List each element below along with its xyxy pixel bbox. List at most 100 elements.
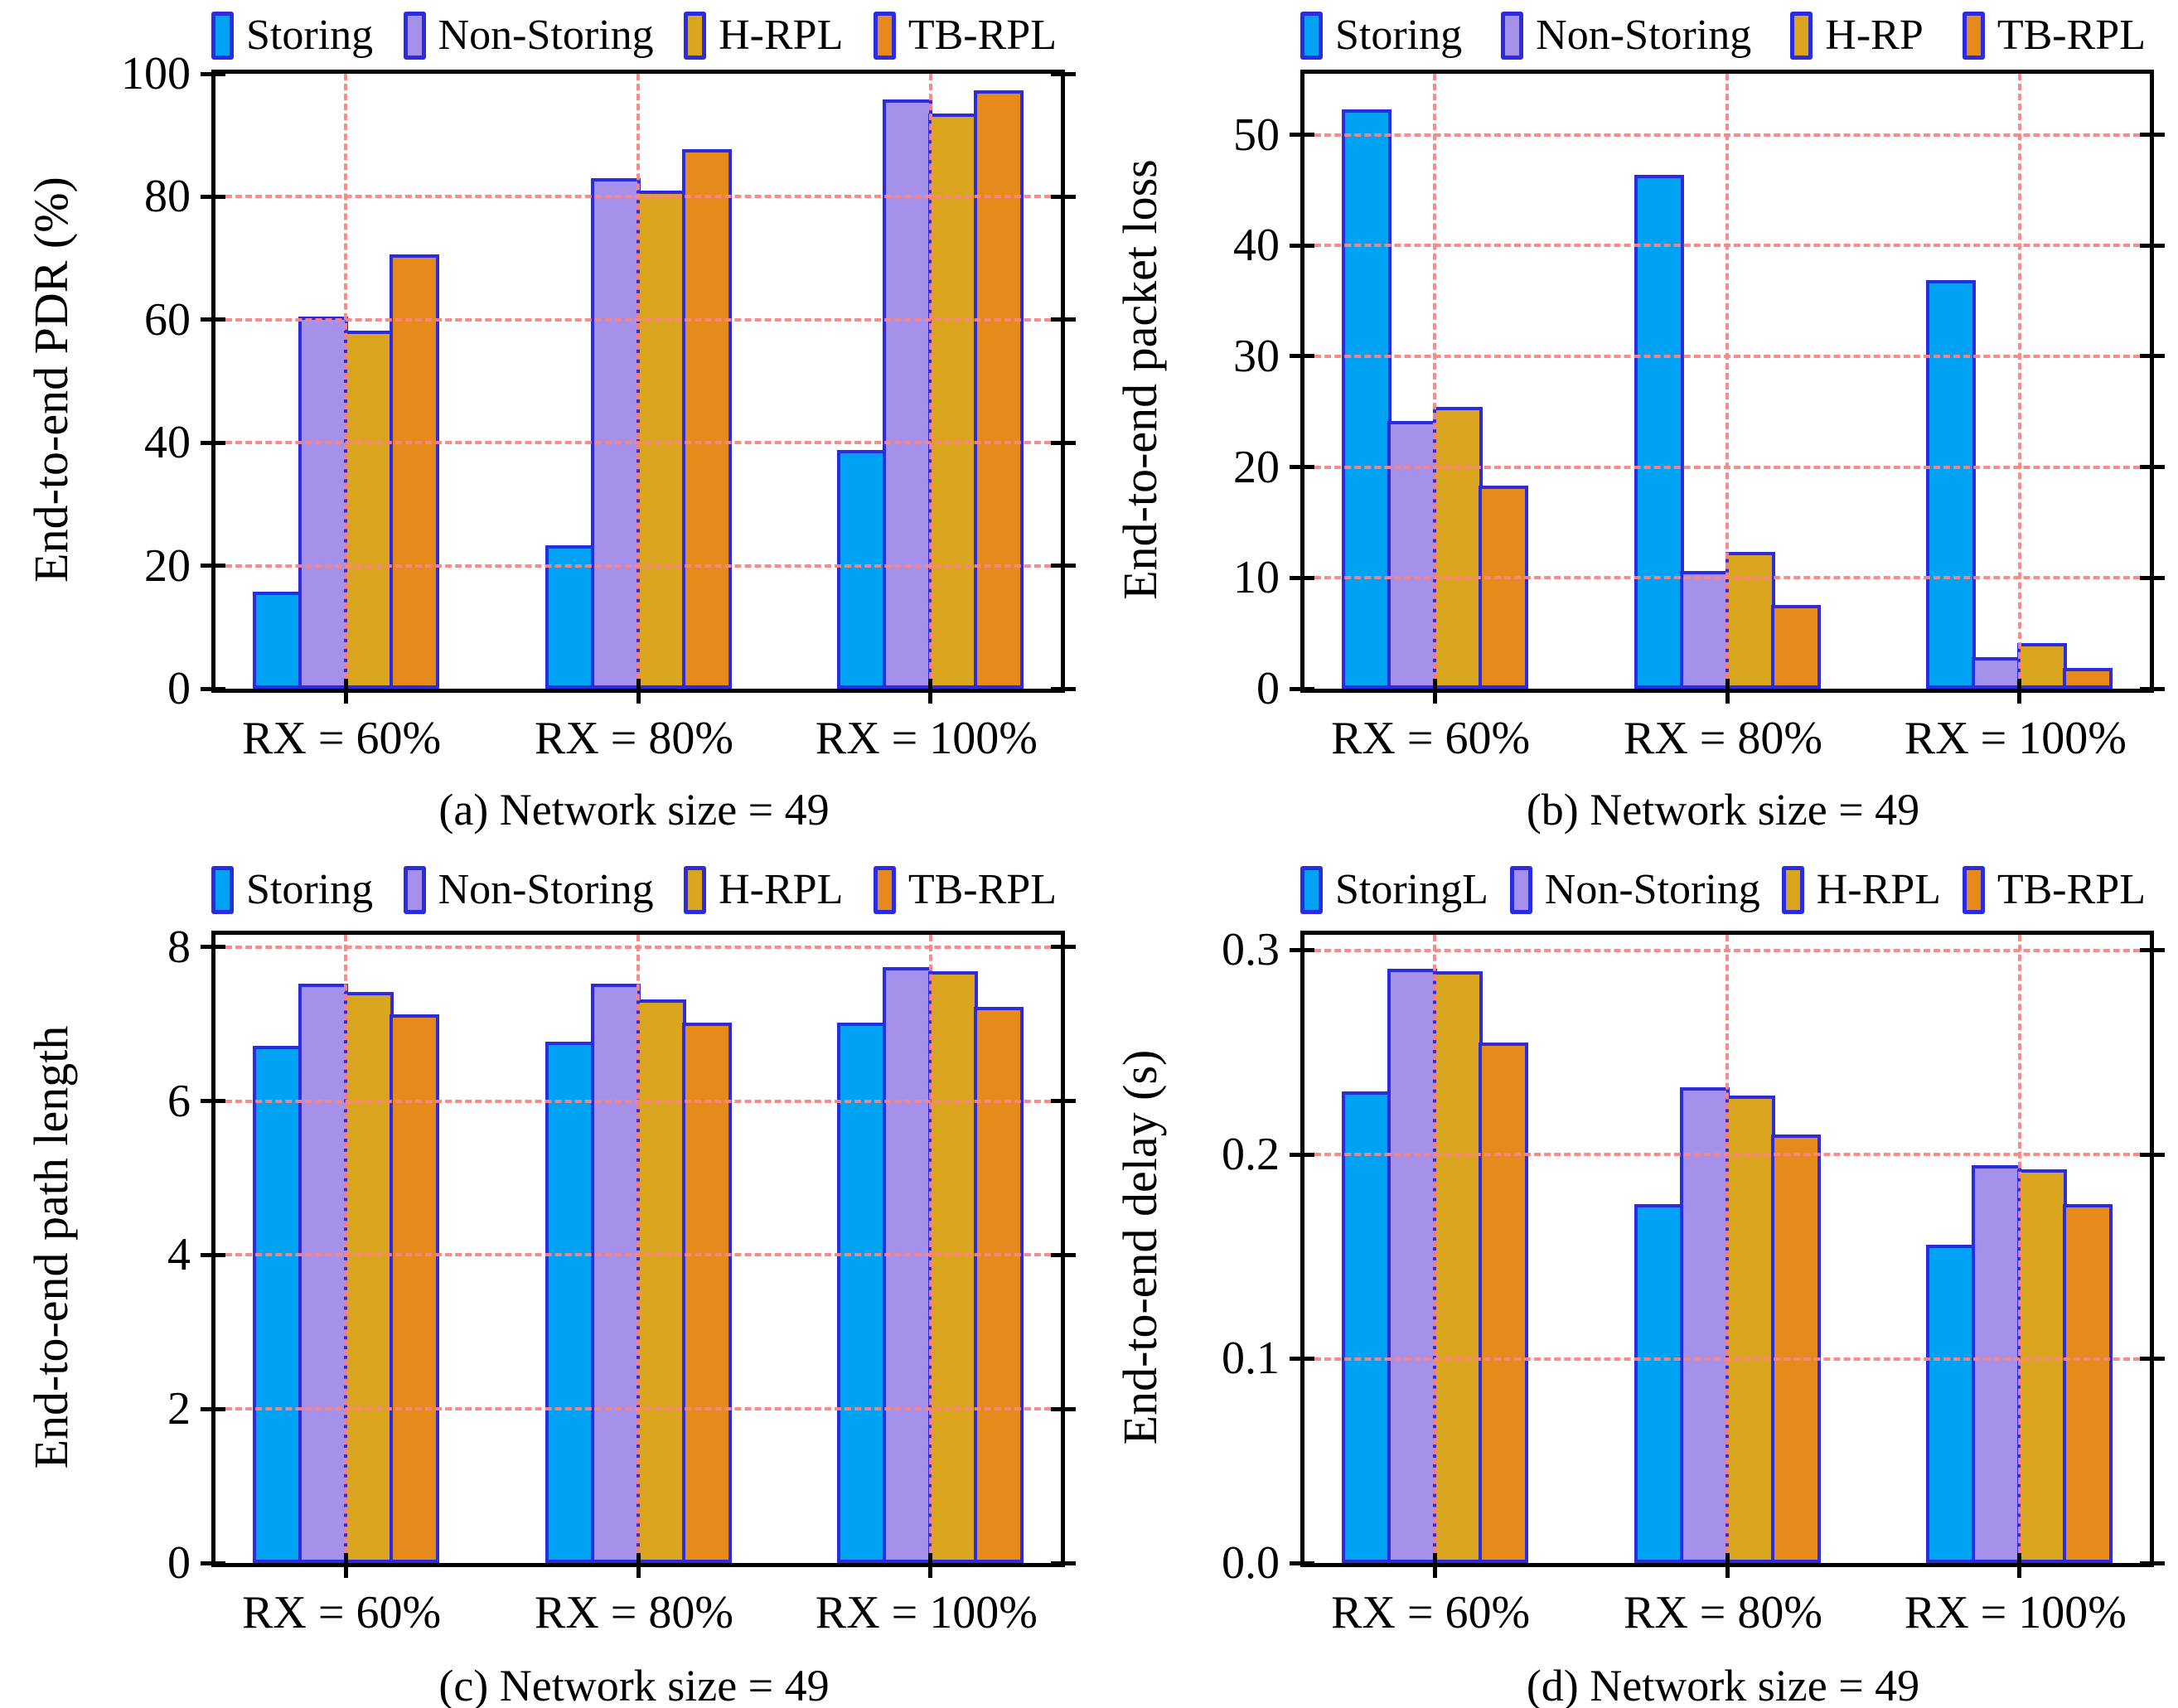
y-axis-tick	[201, 945, 225, 950]
legend-item-storing: StoringL	[1300, 866, 1488, 914]
y-tick-label: 30	[1233, 330, 1280, 382]
x-axis-tick	[343, 1553, 348, 1578]
bar-tb-rpl	[2063, 1203, 2113, 1563]
legend-item-non-storing: Non-Storing	[1501, 12, 1751, 60]
bar-tb-rpl	[974, 1007, 1024, 1563]
y-tick-label: 80	[144, 171, 191, 223]
y-tick-label: 0.1	[1222, 1333, 1280, 1385]
chart-b-packet-loss: Storing Non-Storing H-RP TB-RPL End-to-e…	[1089, 0, 2178, 854]
chart-caption: (a) Network size = 49	[438, 785, 830, 835]
plot-area	[1290, 70, 2165, 704]
bar-storingl	[1926, 1244, 1977, 1563]
y-axis-tick	[201, 317, 225, 322]
legend-swatch-icon	[1509, 866, 1532, 914]
bar-tb-rpl	[681, 1022, 732, 1563]
x-tick-label: RX = 60%	[1331, 713, 1531, 764]
y-tick-label: 2	[167, 1383, 191, 1435]
bar-h-rp	[2017, 642, 2068, 689]
x-tick-label: RX = 80%	[534, 1587, 734, 1638]
legend-label: Non-Storing	[438, 12, 654, 59]
bar-storing	[837, 450, 888, 689]
v-gridline	[2017, 935, 2021, 1563]
legend-swatch-icon	[1962, 12, 1985, 60]
v-gridline	[928, 74, 932, 689]
y-axis-tick	[1290, 354, 1314, 359]
y-axis-tick	[201, 1560, 225, 1565]
bar-storing	[1634, 175, 1684, 689]
legend-label: TB-RPL	[908, 12, 1057, 59]
x-axis-tick	[1432, 1553, 1437, 1578]
chart-caption: (d) Network size = 49	[1526, 1661, 1920, 1708]
bar-h-rp	[1725, 551, 1775, 689]
bar-non-storing	[590, 178, 641, 689]
chart-c-path-length: Storing Non-Storing H-RPL TB-RPL End-to-…	[0, 854, 1089, 1708]
plot-area	[1290, 931, 2165, 1578]
bar-tb-rpl	[1478, 1042, 1528, 1563]
bar-tb-rpl	[2063, 668, 2113, 689]
y-axis-tick	[201, 440, 225, 445]
bar-non-storing	[1679, 1087, 1730, 1563]
bar-storingl	[1634, 1203, 1684, 1563]
y-axis-tick	[1290, 1560, 1314, 1565]
legend-swatch-icon	[1501, 12, 1524, 60]
legend: StoringL Non-Storing H-RPL TB-RPL	[1300, 863, 2146, 917]
chart-caption: (b) Network size = 49	[1526, 785, 1920, 835]
legend-swatch-icon	[873, 866, 896, 914]
y-axis-tick	[1051, 686, 1076, 691]
y-axis-tick	[2140, 1357, 2165, 1361]
x-tick-label: RX = 100%	[815, 713, 1038, 764]
y-tick-label: 20	[1233, 441, 1280, 493]
y-axis-tick	[1290, 686, 1314, 691]
bar-tb-rpl	[681, 148, 732, 689]
bar-tb-rpl	[389, 1014, 439, 1563]
y-tick-label: 8	[167, 921, 191, 973]
y-tick-label: 50	[1233, 109, 1280, 161]
y-axis-tick	[201, 71, 225, 76]
x-tick-label: RX = 60%	[242, 713, 442, 764]
legend-item-non-storing: Non-Storing	[1509, 866, 1760, 914]
bar-non-storing	[883, 99, 933, 689]
legend-swatch-icon	[873, 12, 896, 60]
y-tick-label: 40	[1233, 220, 1280, 272]
y-tick-label: 20	[144, 539, 191, 592]
bar-storing	[837, 1022, 888, 1563]
legend-label: StoringL	[1335, 866, 1488, 913]
legend-item-non-storing: Non-Storing	[403, 866, 654, 914]
y-axis-tick	[1290, 465, 1314, 470]
legend-swatch-icon	[211, 866, 234, 914]
bar-storing	[252, 1045, 302, 1563]
v-gridline	[1433, 74, 1437, 689]
bar-h-rpl	[928, 114, 979, 689]
chart-a-pdr: Storing Non-Storing H-RPL TB-RPL End-to-…	[0, 0, 1089, 854]
x-tick-label: RX = 80%	[1623, 1587, 1823, 1638]
bar-tb-rpl	[389, 254, 439, 689]
legend-label: H-RPL	[719, 12, 844, 59]
bar-storing	[1341, 109, 1392, 689]
v-gridline	[636, 935, 640, 1563]
y-axis-tick	[1290, 948, 1314, 952]
y-axis-tick	[1051, 440, 1076, 445]
legend-swatch-icon	[211, 12, 234, 60]
legend-item-h-rpl: H-RPL	[1781, 866, 1941, 914]
x-tick-label: RX = 60%	[242, 1587, 442, 1638]
y-axis-tick	[2140, 1560, 2165, 1565]
y-axis-tick	[1051, 1560, 1076, 1565]
legend-swatch-icon	[1300, 866, 1323, 914]
bar-storing	[1926, 280, 1977, 689]
legend-label: Non-Storing	[1544, 866, 1760, 913]
y-axis-tick	[1051, 1099, 1076, 1104]
legend-item-tb-rpl: TB-RPL	[873, 12, 1057, 60]
legend-label: H-RPL	[1816, 866, 1941, 913]
x-tick-label: RX = 100%	[815, 1587, 1038, 1638]
y-axis-label: End-to-end delay (s)	[1113, 1049, 1167, 1445]
y-axis-tick	[2140, 243, 2165, 248]
y-axis-tick	[1290, 1152, 1314, 1157]
legend-swatch-icon	[1300, 12, 1323, 60]
x-tick-label: RX = 100%	[1904, 1587, 2127, 1638]
legend-label: TB-RPL	[908, 866, 1057, 913]
legend-swatch-icon	[1962, 866, 1985, 914]
legend-label: Non-Storing	[438, 866, 654, 913]
y-axis-tick	[1051, 1406, 1076, 1411]
legend-item-tb-rpl: TB-RPL	[873, 866, 1057, 914]
